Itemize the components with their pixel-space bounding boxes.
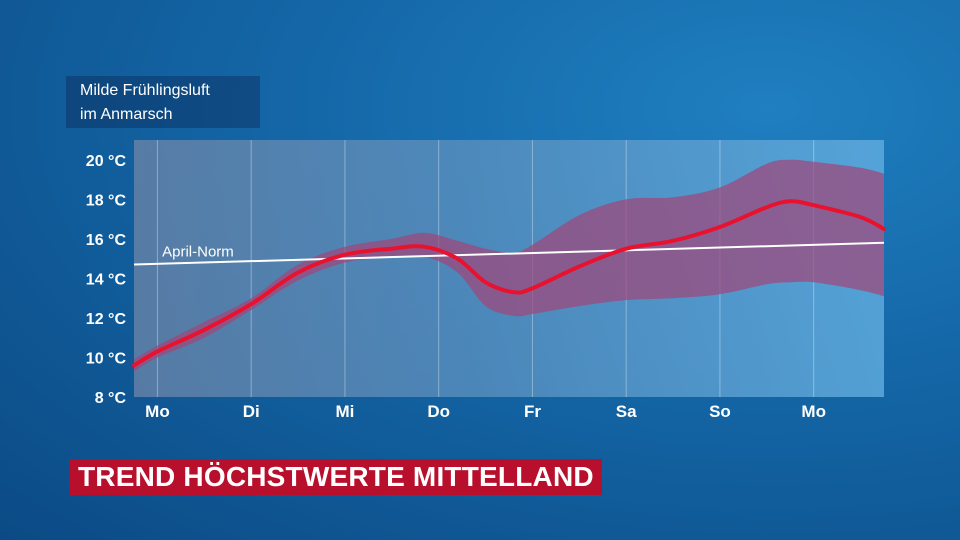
norm-label: April-Norm (162, 244, 234, 261)
subtitle-box: Milde Frühlingsluft im Anmarsch (66, 76, 260, 128)
x-tick-label: Di (243, 402, 260, 421)
x-tick-label: Do (427, 402, 450, 421)
x-tick-label: Mo (145, 402, 170, 421)
title-banner: TREND HÖCHSTWERTE MITTELLAND (70, 459, 602, 495)
norm-line (133, 241, 885, 266)
y-tick-label: 12 °C (86, 311, 127, 328)
y-tick-label: 14 °C (86, 271, 127, 288)
x-axis: Mo Di Mi Do Fr Sa So Mo (145, 402, 826, 421)
y-tick-label: 20 °C (86, 153, 127, 170)
y-tick-label: 10 °C (86, 350, 127, 367)
uncertainty-band (134, 159, 884, 372)
x-tick-label: Sa (616, 402, 637, 421)
x-tick-label: Mo (801, 402, 826, 421)
y-tick-label: 8 °C (95, 390, 127, 407)
banner-title: TREND HÖCHSTWERTE MITTELLAND (78, 461, 594, 492)
subtitle-line-2: im Anmarsch (80, 106, 173, 123)
y-axis: 8 °C 10 °C 12 °C 14 °C 16 °C 18 °C 20 °C (86, 153, 127, 407)
x-tick-label: So (709, 402, 731, 421)
x-tick-label: Mi (335, 402, 354, 421)
x-tick-label: Fr (524, 402, 541, 421)
forecast-line (132, 199, 886, 368)
y-tick-label: 16 °C (86, 232, 127, 249)
y-tick-label: 18 °C (86, 192, 127, 209)
subtitle-line-1: Milde Frühlingsluft (80, 82, 210, 99)
